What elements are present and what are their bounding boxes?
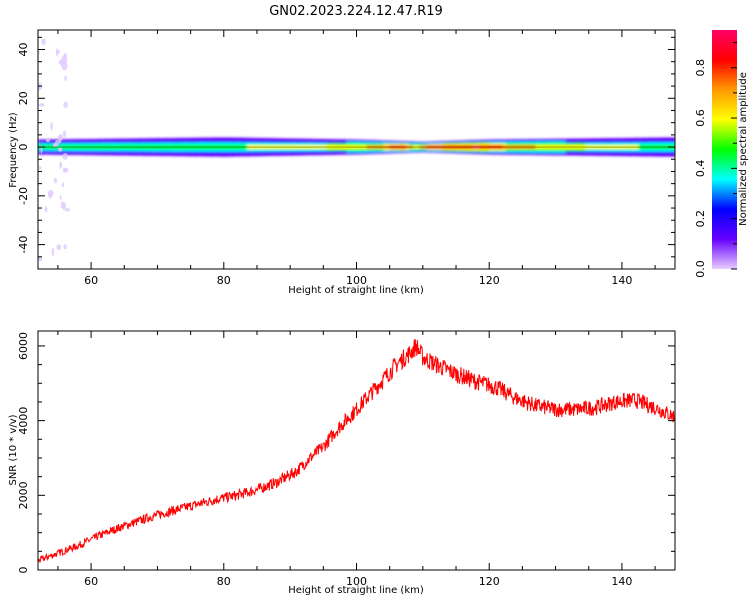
heatmap-speckle bbox=[38, 256, 43, 262]
y-tick-label: -40 bbox=[17, 236, 30, 254]
heatmap-speckle bbox=[57, 147, 63, 152]
heatmap-speckle bbox=[63, 101, 68, 109]
heatmap-speckle bbox=[61, 61, 68, 71]
snr-x-label: Height of straight line (km) bbox=[288, 585, 424, 596]
snr-y-axis: 0 2000 4000 6000 bbox=[17, 332, 675, 574]
snr-frame bbox=[37, 330, 676, 571]
heatmap-speckle bbox=[53, 177, 58, 184]
heatmap-speckle bbox=[61, 182, 65, 188]
snr-series-line bbox=[38, 339, 675, 564]
heatmap-speckle bbox=[62, 202, 66, 211]
y-tick-label: 0 bbox=[17, 567, 30, 574]
heatmap-speckle bbox=[58, 134, 63, 141]
snr-x-axis: 60 80 100 120 140 bbox=[57, 331, 656, 588]
heatmap-speckle bbox=[59, 161, 63, 169]
heatmap-speckle bbox=[62, 167, 66, 173]
figure-title: GN02.2023.224.12.47.R19 bbox=[269, 4, 443, 19]
x-tick-label: 120 bbox=[479, 274, 500, 287]
y-tick-label: 6000 bbox=[17, 332, 30, 360]
heatmap-y-axis: -40 -20 0 20 40 bbox=[17, 36, 675, 270]
heatmap-speckle bbox=[44, 206, 48, 213]
heatmap-speckle bbox=[38, 83, 42, 91]
x-tick-label: 80 bbox=[217, 274, 231, 287]
x-tick-label: 100 bbox=[346, 575, 367, 588]
colorbar-tick-label: 0.8 bbox=[694, 59, 707, 77]
heatmap-speckle bbox=[65, 208, 70, 212]
heatmap-speckle bbox=[62, 153, 68, 160]
x-tick-label: 100 bbox=[346, 274, 367, 287]
heatmap-x-label: Height of straight line (km) bbox=[288, 285, 424, 296]
heatmap-speckle bbox=[54, 139, 59, 147]
colorbar-tick-label: 0.4 bbox=[694, 160, 707, 178]
heatmap-marks bbox=[38, 38, 675, 262]
x-tick-label: 60 bbox=[84, 575, 98, 588]
colorbar-axis: 0.0 0.2 0.4 0.6 0.8 bbox=[694, 42, 737, 278]
y-tick-label: -20 bbox=[17, 187, 30, 205]
heatmap-speckle bbox=[63, 244, 67, 250]
x-tick-label: 80 bbox=[217, 575, 231, 588]
heatmap-speckle bbox=[61, 55, 68, 64]
heatmap-x-axis: 60 80 100 120 140 bbox=[57, 30, 656, 287]
heatmap-speckle bbox=[40, 145, 43, 154]
heatmap-y-label: Frequency (Hz) bbox=[8, 112, 19, 188]
x-tick-label: 140 bbox=[611, 274, 632, 287]
colorbar: 0.0 0.2 0.4 0.6 0.8 Normalized spectral ampl… bbox=[694, 30, 749, 278]
heatmap-speckle bbox=[39, 166, 42, 170]
y-tick-label: 40 bbox=[17, 43, 30, 57]
colorbar-tick-label: 0.2 bbox=[694, 210, 707, 228]
colorbar-tick-label: 0.0 bbox=[694, 260, 707, 278]
heatmap-speckle bbox=[64, 75, 67, 82]
heatmap-speckle bbox=[39, 103, 45, 107]
y-tick-label: 20 bbox=[17, 91, 30, 105]
heatmap-speckle bbox=[62, 130, 67, 138]
colorbar-tick-label: 0.6 bbox=[694, 109, 707, 127]
y-tick-label: 4000 bbox=[17, 407, 30, 435]
snr-panel: 60 80 100 120 140 0 2000 4000 6000 Height of st… bbox=[8, 330, 676, 596]
x-tick-label: 140 bbox=[611, 575, 632, 588]
heatmap-panel: 60 80 100 120 140 -40 -20 0 20 40 Height of stra… bbox=[8, 29, 676, 296]
heatmap-speckle bbox=[56, 244, 62, 251]
heatmap-speckle bbox=[59, 195, 62, 200]
heatmap-speckle bbox=[51, 247, 55, 257]
snr-y-label: SNR (10 * v/v) bbox=[8, 414, 19, 485]
heatmap-speckle bbox=[50, 121, 53, 131]
heatmap-speckle bbox=[48, 192, 52, 199]
x-tick-label: 120 bbox=[479, 575, 500, 588]
heatmap-speckle bbox=[56, 48, 58, 57]
heatmap-noise bbox=[38, 38, 70, 262]
y-tick-label: 2000 bbox=[17, 481, 30, 509]
heatmap-speckle bbox=[58, 60, 61, 65]
y-tick-label: 0 bbox=[17, 144, 30, 151]
colorbar-gradient bbox=[712, 30, 737, 269]
heatmap-speckle bbox=[45, 137, 51, 143]
heatmap-speckle bbox=[41, 38, 46, 46]
colorbar-label: Normalized spectral amplitude bbox=[738, 72, 749, 226]
x-tick-label: 60 bbox=[84, 274, 98, 287]
